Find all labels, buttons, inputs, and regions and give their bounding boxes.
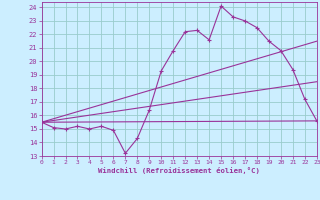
X-axis label: Windchill (Refroidissement éolien,°C): Windchill (Refroidissement éolien,°C)	[98, 167, 260, 174]
